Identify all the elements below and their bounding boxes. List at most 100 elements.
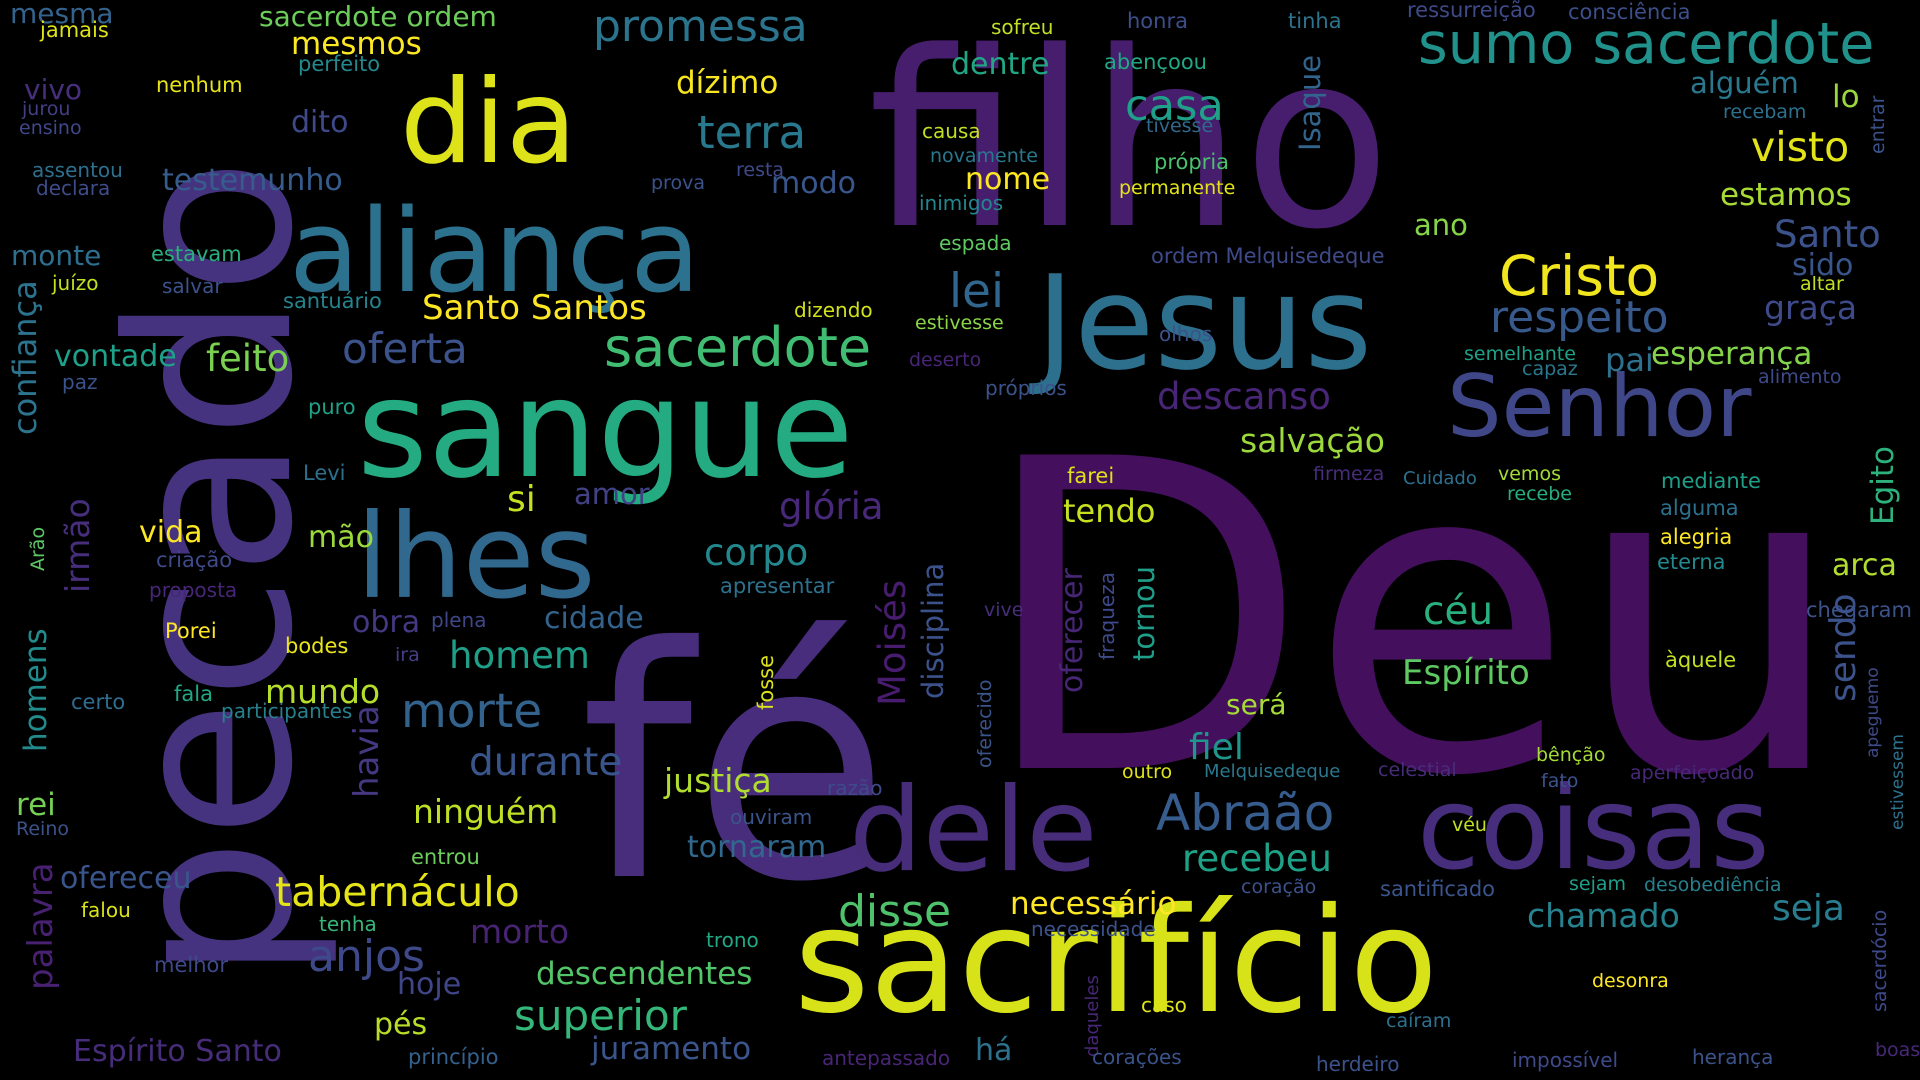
word-antepassado: antepassado xyxy=(822,1046,951,1070)
word-mesma: mesma xyxy=(10,0,114,30)
word-modo: modo xyxy=(771,166,856,201)
word-santo-santos: Santo Santos xyxy=(422,288,647,328)
word-estivesse: estivesse xyxy=(915,312,1004,334)
word-descanso: descanso xyxy=(1157,375,1331,418)
word-morto: morto xyxy=(470,912,570,951)
word-graca: graça xyxy=(1764,288,1858,327)
word-pai: pai xyxy=(1605,341,1654,379)
word-plena: plena xyxy=(431,608,487,632)
word-desobediencia: desobediência xyxy=(1644,874,1782,896)
word-sera: será xyxy=(1226,688,1287,721)
word-senhor: Senhor xyxy=(1447,357,1752,457)
word-permanente: permanente xyxy=(1119,177,1236,199)
word-homens: homens xyxy=(18,628,54,752)
word-firmeza: firmeza xyxy=(1313,463,1385,485)
word-alguma: alguma xyxy=(1660,496,1739,520)
word-ofereceu: ofereceu xyxy=(60,861,192,896)
word-santo: Santo xyxy=(1774,213,1881,256)
word-pes: pés xyxy=(374,1007,428,1042)
word-juramento: juramento xyxy=(591,1031,752,1067)
word-declara: declara xyxy=(36,176,111,200)
word-abencoou: abençoou xyxy=(1104,50,1207,74)
word-recebe: recebe xyxy=(1507,483,1572,505)
word-homem: homem xyxy=(449,634,590,677)
word-irmao: irmão xyxy=(58,498,97,593)
word-fala: fala xyxy=(174,682,213,706)
word-hoje: hoje xyxy=(397,967,462,1002)
word-jesus: Jesus xyxy=(1036,247,1373,399)
word-entrar: entrar xyxy=(1867,95,1889,154)
word-confianca: confiança xyxy=(6,280,44,435)
word-lei: lei xyxy=(949,264,1005,319)
word-cuidado: Cuidado xyxy=(1403,468,1477,489)
word-caso: caso xyxy=(1141,993,1187,1017)
word-heranca: herança xyxy=(1692,1045,1774,1069)
word-razao: razão xyxy=(827,776,883,800)
word-santificado: santificado xyxy=(1380,877,1496,901)
word-tinha: tinha xyxy=(1288,9,1342,33)
word-nome: nome xyxy=(965,162,1051,197)
word-testemunho: testemunho xyxy=(162,163,343,198)
word-recebeu: recebeu xyxy=(1182,837,1332,880)
word-obra: obra xyxy=(352,605,421,640)
word-tendo: tendo xyxy=(1063,492,1156,530)
word-espada: espada xyxy=(939,231,1012,255)
word-coisas: coisas xyxy=(1417,762,1770,895)
word-cairam: caíram xyxy=(1386,1010,1452,1032)
word-havia: havia xyxy=(347,705,387,798)
word-vida: vida xyxy=(139,515,203,550)
word-jamais: jamais xyxy=(40,18,109,42)
word-dele: dele xyxy=(849,763,1098,898)
word-veu: véu xyxy=(1452,814,1487,836)
word-assentou: assentou xyxy=(32,158,123,182)
word-fosse: fosse xyxy=(754,654,778,710)
word-arao: Arão xyxy=(27,526,49,571)
word-reino: Reino xyxy=(16,818,69,840)
word-alguem: alguém xyxy=(1690,66,1799,100)
word-visto: visto xyxy=(1751,123,1850,171)
word-desonra: desonra xyxy=(1592,970,1669,992)
word-sangue: sangue xyxy=(357,351,854,509)
word-lhes: lhes xyxy=(356,488,596,625)
word-jurou: jurou xyxy=(22,98,71,120)
word-sacerdote-ordem: sacerdote ordem xyxy=(259,0,497,33)
word-criacao: criação xyxy=(156,548,233,572)
word-terra: terra xyxy=(697,106,807,159)
word-oferecido: oferecido xyxy=(974,679,996,769)
word-ha: há xyxy=(975,1033,1013,1068)
word-durante: durante xyxy=(469,740,623,785)
word-seja: seja xyxy=(1772,888,1845,929)
word-amor: amor xyxy=(574,477,650,511)
word-porei: Porei xyxy=(165,619,217,643)
word-trono: trono xyxy=(706,928,759,952)
word-superior: superior xyxy=(514,991,687,1040)
word-vontade: vontade xyxy=(54,339,177,374)
word-dizimo: dízimo xyxy=(676,65,779,101)
word-honra: honra xyxy=(1127,9,1188,33)
word-principio: princípio xyxy=(408,1045,499,1069)
word-deserto: deserto xyxy=(909,349,982,371)
word-sacrificio: sacrifício xyxy=(794,877,1439,1046)
word-dito: dito xyxy=(291,105,349,140)
word-falou: falou xyxy=(81,898,131,922)
word-estavam: estavam xyxy=(151,242,242,266)
word-dizendo: dizendo xyxy=(794,298,873,322)
word-tabernaculo: tabernáculo xyxy=(275,868,520,916)
word-mediante: mediante xyxy=(1661,469,1761,493)
word-isaque: Isaque xyxy=(1293,54,1327,151)
word-ensino: ensino xyxy=(19,117,82,139)
word-chamado: chamado xyxy=(1527,896,1680,935)
word-ninguem: ninguém xyxy=(413,792,559,831)
word-ordem-melquisedeque: ordem Melquisedeque xyxy=(1151,244,1385,268)
word-ira: ira xyxy=(395,644,420,666)
word-vive: vive xyxy=(984,599,1024,621)
word-dia: dia xyxy=(400,55,577,190)
word-aperfeicoado: aperfeiçoado xyxy=(1630,762,1755,784)
word-bencao: bênção xyxy=(1536,744,1606,766)
word-perfeito: perfeito xyxy=(298,52,381,76)
word-corpo: corpo xyxy=(704,531,809,574)
word-melhor: melhor xyxy=(154,953,229,977)
word-anjos: anjos xyxy=(308,931,425,982)
word-salvacao: salvação xyxy=(1240,421,1385,460)
